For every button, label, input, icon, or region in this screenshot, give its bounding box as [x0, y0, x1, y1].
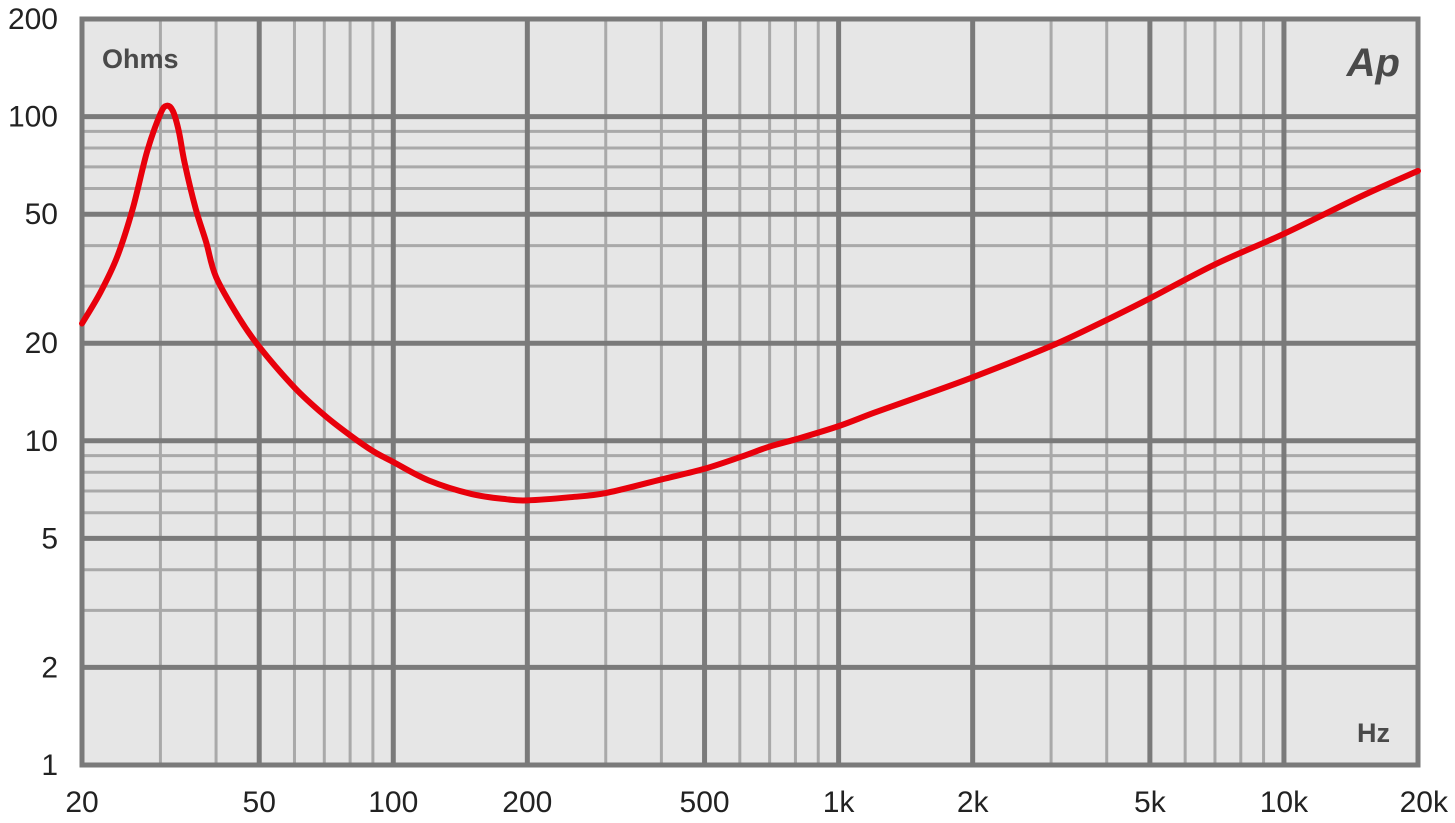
x-tick-labels: 20 50 100 200 500 1k 2k 5k 10k 20k — [65, 786, 1449, 819]
y-tick-label: 10 — [25, 425, 58, 458]
y-tick-label: 50 — [25, 198, 58, 231]
y-tick-label: 20 — [25, 327, 58, 360]
series-layer — [79, 102, 1421, 504]
plot-background — [82, 19, 1418, 765]
x-tick-label: 1k — [823, 786, 856, 819]
y-tick-labels: 1 2 5 10 20 50 100 200 — [8, 3, 58, 782]
y-axis-label: Ohms — [102, 44, 179, 74]
x-tick-label: 5k — [1134, 786, 1167, 819]
y-tick-label: 2 — [41, 651, 58, 684]
impedance-series-line — [79, 102, 1421, 504]
ap-logo: Ap — [1346, 41, 1400, 85]
y-tick-label: 200 — [8, 3, 58, 36]
x-axis-label: Hz — [1357, 718, 1390, 748]
x-tick-label: 100 — [368, 786, 418, 819]
x-tick-label: 50 — [243, 786, 276, 819]
x-tick-label: 10k — [1260, 786, 1309, 819]
x-tick-label: 2k — [957, 786, 990, 819]
x-tick-label: 20 — [65, 786, 98, 819]
y-tick-label: 1 — [41, 749, 58, 782]
grid-minor — [82, 19, 1418, 765]
x-tick-label: 500 — [680, 786, 730, 819]
y-tick-label: 100 — [8, 101, 58, 134]
plot-border — [79, 16, 1421, 768]
x-tick-label: 200 — [502, 786, 552, 819]
x-tick-label: 20k — [1400, 786, 1449, 819]
y-tick-label: 5 — [41, 522, 58, 555]
